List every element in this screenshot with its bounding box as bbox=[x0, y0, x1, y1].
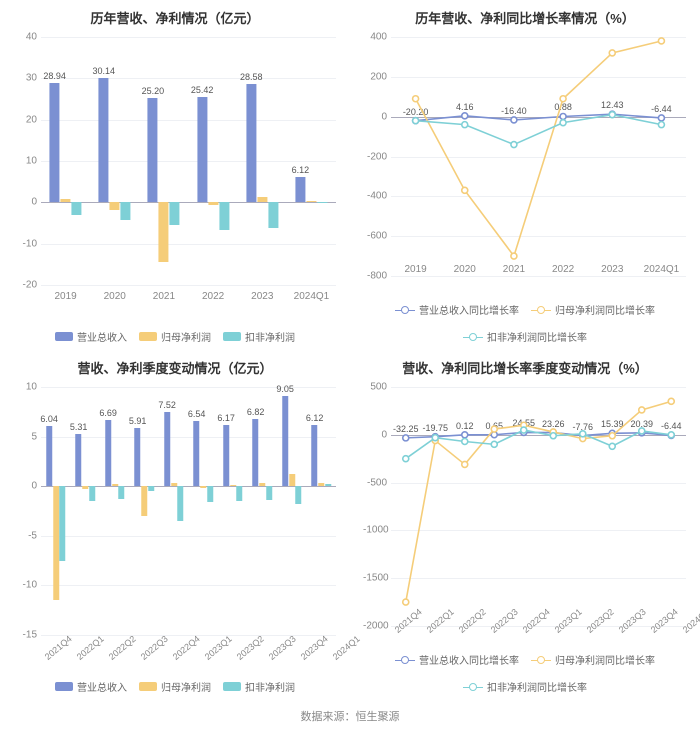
chart4-title: 营收、净利同比增长率季度变动情况（%） bbox=[360, 358, 690, 377]
legend-item: 归母净利润 bbox=[139, 679, 211, 694]
swatch-line bbox=[531, 656, 551, 664]
swatch bbox=[139, 332, 157, 341]
chart3-plot: -15-10-505106.045.316.695.917.526.546.17… bbox=[41, 387, 336, 635]
chart2-xlabels: 201920202021202220232024Q1 bbox=[391, 260, 686, 280]
swatch bbox=[139, 682, 157, 691]
chart1-xlabels: 201920202021202220232024Q1 bbox=[41, 287, 336, 325]
chart3-title: 营收、净利季度变动情况（亿元） bbox=[10, 358, 340, 377]
panel-quarterly-rev: 营收、净利季度变动情况（亿元） -15-10-505106.045.316.69… bbox=[0, 350, 350, 700]
legend-item: 营业总收入 bbox=[55, 329, 127, 344]
chart4-legend: 营业总收入同比增长率 归母净利润同比增长率 扣非净利润同比增长率 bbox=[360, 648, 690, 696]
legend-item: 归母净利润同比增长率 bbox=[531, 302, 655, 317]
panel-quarterly-growth: 营收、净利同比增长率季度变动情况（%） -2000-1500-1000-5000… bbox=[350, 350, 700, 700]
swatch bbox=[223, 682, 241, 691]
legend-item: 营业总收入 bbox=[55, 679, 127, 694]
chart1-legend: 营业总收入 归母净利润 扣非净利润 bbox=[10, 325, 340, 346]
legend-item: 扣非净利润同比增长率 bbox=[463, 679, 587, 694]
legend-item: 扣非净利润 bbox=[223, 329, 295, 344]
legend-item: 扣非净利润 bbox=[223, 679, 295, 694]
chart1-area: -20-1001020304028.9430.1425.2025.4228.58… bbox=[10, 33, 340, 325]
chart2-title: 历年营收、净利同比增长率情况（%） bbox=[360, 8, 690, 27]
chart2-plot: -800-600-400-2000200400-20.204.16-16.400… bbox=[391, 37, 686, 276]
chart4-plot: -2000-1500-1000-5000500-32.25-19.750.120… bbox=[391, 387, 686, 626]
legend-item: 营业总收入同比增长率 bbox=[395, 652, 519, 667]
swatch-line bbox=[531, 306, 551, 314]
swatch bbox=[55, 332, 73, 341]
chart2-legend: 营业总收入同比增长率 归母净利润同比增长率 扣非净利润同比增长率 bbox=[360, 298, 690, 346]
legend-item: 归母净利润同比增长率 bbox=[531, 652, 655, 667]
swatch bbox=[223, 332, 241, 341]
chart1-title: 历年营收、净利情况（亿元） bbox=[10, 8, 340, 27]
chart3-area: -15-10-505106.045.316.695.917.526.546.17… bbox=[10, 383, 340, 675]
panel-annual-rev: 历年营收、净利情况（亿元） -20-1001020304028.9430.142… bbox=[0, 0, 350, 350]
swatch bbox=[55, 682, 73, 691]
chart4-area: -2000-1500-1000-5000500-32.25-19.750.120… bbox=[360, 383, 690, 648]
swatch-line bbox=[395, 656, 415, 664]
data-source: 数据来源：恒生聚源 bbox=[0, 700, 700, 732]
legend-item: 营业总收入同比增长率 bbox=[395, 302, 519, 317]
swatch-line bbox=[463, 683, 483, 691]
chart4-xlabels: 2021Q42022Q12022Q22022Q32022Q42023Q12023… bbox=[391, 610, 686, 648]
chart3-xlabels: 2021Q42022Q12022Q22022Q32022Q42023Q12023… bbox=[41, 637, 336, 675]
legend-item: 归母净利润 bbox=[139, 329, 211, 344]
swatch-line bbox=[395, 306, 415, 314]
legend-item: 扣非净利润同比增长率 bbox=[463, 329, 587, 344]
panel-annual-growth: 历年营收、净利同比增长率情况（%） -800-600-400-200020040… bbox=[350, 0, 700, 350]
chart1-plot: -20-1001020304028.9430.1425.2025.4228.58… bbox=[41, 37, 336, 285]
swatch-line bbox=[463, 333, 483, 341]
charts-grid: 历年营收、净利情况（亿元） -20-1001020304028.9430.142… bbox=[0, 0, 700, 700]
chart2-area: -800-600-400-2000200400-20.204.16-16.400… bbox=[360, 33, 690, 298]
